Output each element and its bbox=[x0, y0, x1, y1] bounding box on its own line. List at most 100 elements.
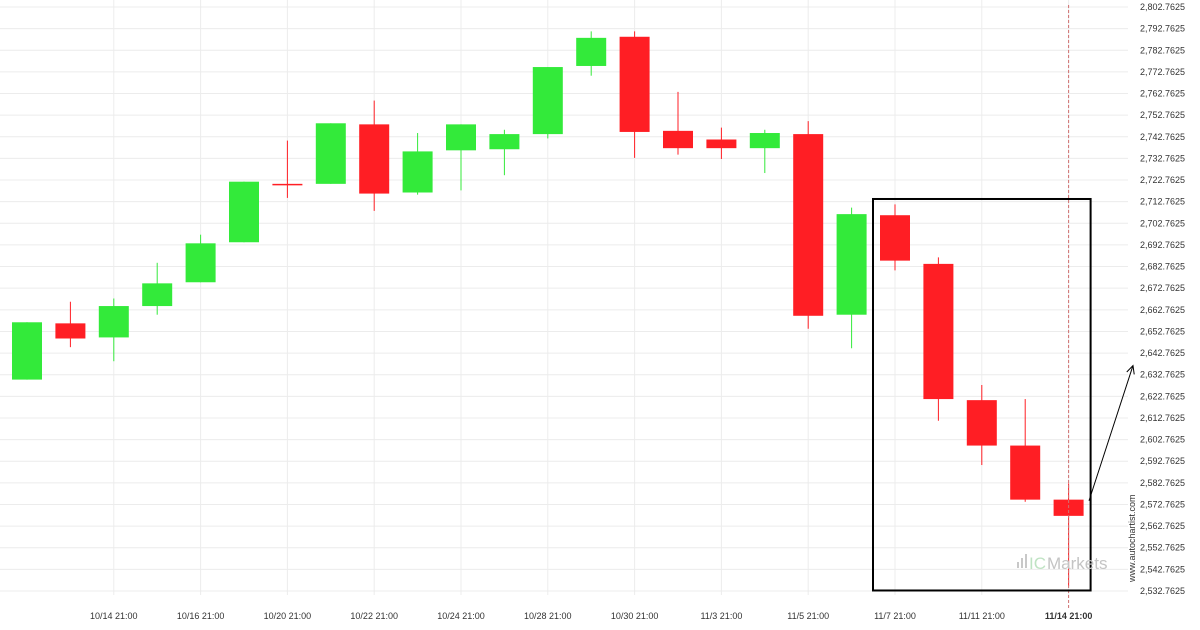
candle-bullish bbox=[402, 133, 433, 195]
y-tick-label: 2,712.7625 bbox=[1140, 197, 1185, 207]
x-tick-label: 10/14 21:00 bbox=[90, 611, 138, 621]
watermark-site: www.autochartist.com bbox=[1127, 494, 1137, 583]
y-tick-label: 2,742.7625 bbox=[1140, 132, 1185, 142]
candle-body bbox=[402, 151, 433, 193]
y-tick-label: 2,602.7625 bbox=[1140, 435, 1185, 445]
candle-body bbox=[663, 130, 693, 149]
candle-body bbox=[142, 283, 173, 307]
candle-bullish bbox=[532, 67, 563, 139]
y-tick-label: 2,652.7625 bbox=[1140, 326, 1185, 336]
candle-body bbox=[966, 400, 997, 446]
y-tick-label: 2,672.7625 bbox=[1140, 283, 1185, 293]
x-tick-label: 11/14 21:00 bbox=[1045, 611, 1093, 621]
candle-body bbox=[185, 243, 216, 283]
candle-body bbox=[359, 124, 390, 194]
brand-logo: IC Markets bbox=[1017, 554, 1107, 573]
candle-bullish bbox=[836, 207, 867, 349]
y-tick-label: 2,572.7625 bbox=[1140, 499, 1185, 509]
brand-markets: Markets bbox=[1047, 554, 1107, 573]
y-tick-label: 2,682.7625 bbox=[1140, 262, 1185, 272]
candle-bearish bbox=[55, 301, 86, 348]
y-tick-label: 2,622.7625 bbox=[1140, 391, 1185, 401]
y-tick-label: 2,752.7625 bbox=[1140, 110, 1185, 120]
y-axis: 2,802.7625 2,792.7625 2,782.7625 2,772.7625… bbox=[1140, 2, 1185, 596]
brand-ic: IC bbox=[1029, 554, 1046, 573]
forecast-arrow bbox=[1088, 365, 1134, 501]
y-tick-label: 2,792.7625 bbox=[1140, 24, 1185, 34]
candle-body bbox=[12, 322, 42, 380]
candle-bearish bbox=[880, 204, 910, 271]
candle-bearish bbox=[272, 140, 303, 198]
candle-bearish bbox=[966, 385, 997, 466]
candle-bullish bbox=[142, 262, 173, 315]
candle-body bbox=[1010, 445, 1041, 500]
x-tick-label: 10/24 21:00 bbox=[437, 611, 485, 621]
candle-bullish bbox=[229, 181, 259, 243]
x-tick-label: 11/3 21:00 bbox=[700, 611, 742, 621]
x-tick-label: 11/5 21:00 bbox=[787, 611, 829, 621]
y-tick-label: 2,802.7625 bbox=[1140, 2, 1185, 12]
y-tick-label: 2,552.7625 bbox=[1140, 543, 1185, 553]
candle-body bbox=[55, 323, 86, 339]
y-tick-label: 2,702.7625 bbox=[1140, 218, 1185, 228]
candle-body bbox=[98, 306, 129, 338]
x-tick-label: 10/28 21:00 bbox=[524, 611, 572, 621]
y-tick-label: 2,612.7625 bbox=[1140, 413, 1185, 423]
y-tick-label: 2,732.7625 bbox=[1140, 153, 1185, 163]
y-tick-label: 2,542.7625 bbox=[1140, 564, 1185, 574]
y-tick-label: 2,692.7625 bbox=[1140, 240, 1185, 250]
pattern-highlight-box bbox=[872, 197, 1092, 592]
candle-bullish bbox=[576, 31, 607, 76]
y-tick-label: 2,592.7625 bbox=[1140, 456, 1185, 466]
x-tick-label: 11/11 21:00 bbox=[959, 611, 1005, 621]
candle-body bbox=[315, 123, 346, 184]
y-tick-label: 2,532.7625 bbox=[1140, 586, 1185, 596]
x-tick-label: 10/22 21:00 bbox=[350, 611, 398, 621]
candle-bearish bbox=[359, 100, 390, 211]
x-tick-label: 10/16 21:00 bbox=[177, 611, 225, 621]
candle-body bbox=[793, 134, 824, 316]
candle-body bbox=[229, 181, 259, 243]
y-tick-label: 2,762.7625 bbox=[1140, 89, 1185, 99]
candle-body bbox=[532, 67, 563, 135]
y-tick-label: 2,782.7625 bbox=[1140, 45, 1185, 55]
candle-bullish bbox=[489, 129, 520, 176]
candle-bearish bbox=[706, 127, 737, 159]
candle-body bbox=[272, 183, 303, 186]
candle-body bbox=[749, 133, 780, 149]
candle-bullish bbox=[12, 322, 42, 380]
candle-bullish bbox=[98, 298, 129, 362]
y-tick-label: 2,632.7625 bbox=[1140, 370, 1185, 380]
x-axis: 10/14 21:00 10/16 21:00 10/20 21:00 10/22 2… bbox=[90, 611, 1092, 621]
candle-body bbox=[576, 37, 607, 66]
y-tick-label: 2,772.7625 bbox=[1140, 67, 1185, 77]
candle-bullish bbox=[749, 129, 780, 174]
candle-bullish bbox=[446, 124, 476, 191]
candle-body bbox=[880, 215, 910, 261]
candle-body bbox=[619, 36, 650, 132]
candle-body bbox=[836, 214, 867, 315]
candle-body bbox=[706, 139, 737, 149]
y-tick-label: 2,582.7625 bbox=[1140, 478, 1185, 488]
candle-bullish bbox=[185, 234, 216, 283]
candle-bearish bbox=[793, 121, 824, 329]
candle-bullish bbox=[315, 123, 346, 184]
y-tick-label: 2,662.7625 bbox=[1140, 305, 1185, 315]
candle-bearish bbox=[923, 257, 954, 421]
candle-body bbox=[923, 263, 954, 400]
x-tick-label: 10/20 21:00 bbox=[264, 611, 312, 621]
watermark: www.autochartist.com IC Markets bbox=[1017, 494, 1137, 583]
overlay bbox=[872, 5, 1135, 610]
candle-bearish bbox=[663, 91, 693, 155]
y-tick-label: 2,642.7625 bbox=[1140, 348, 1185, 358]
forecast-arrow-head bbox=[1126, 364, 1135, 375]
y-tick-label: 2,562.7625 bbox=[1140, 521, 1185, 531]
candle-bearish bbox=[619, 31, 650, 158]
candles bbox=[12, 31, 1084, 587]
x-tick-label: 11/7 21:00 bbox=[874, 611, 916, 621]
candle-bearish bbox=[1010, 399, 1041, 502]
x-tick-label: 10/30 21:00 bbox=[611, 611, 659, 621]
y-tick-label: 2,722.7625 bbox=[1140, 175, 1185, 185]
candle-body bbox=[489, 134, 520, 150]
